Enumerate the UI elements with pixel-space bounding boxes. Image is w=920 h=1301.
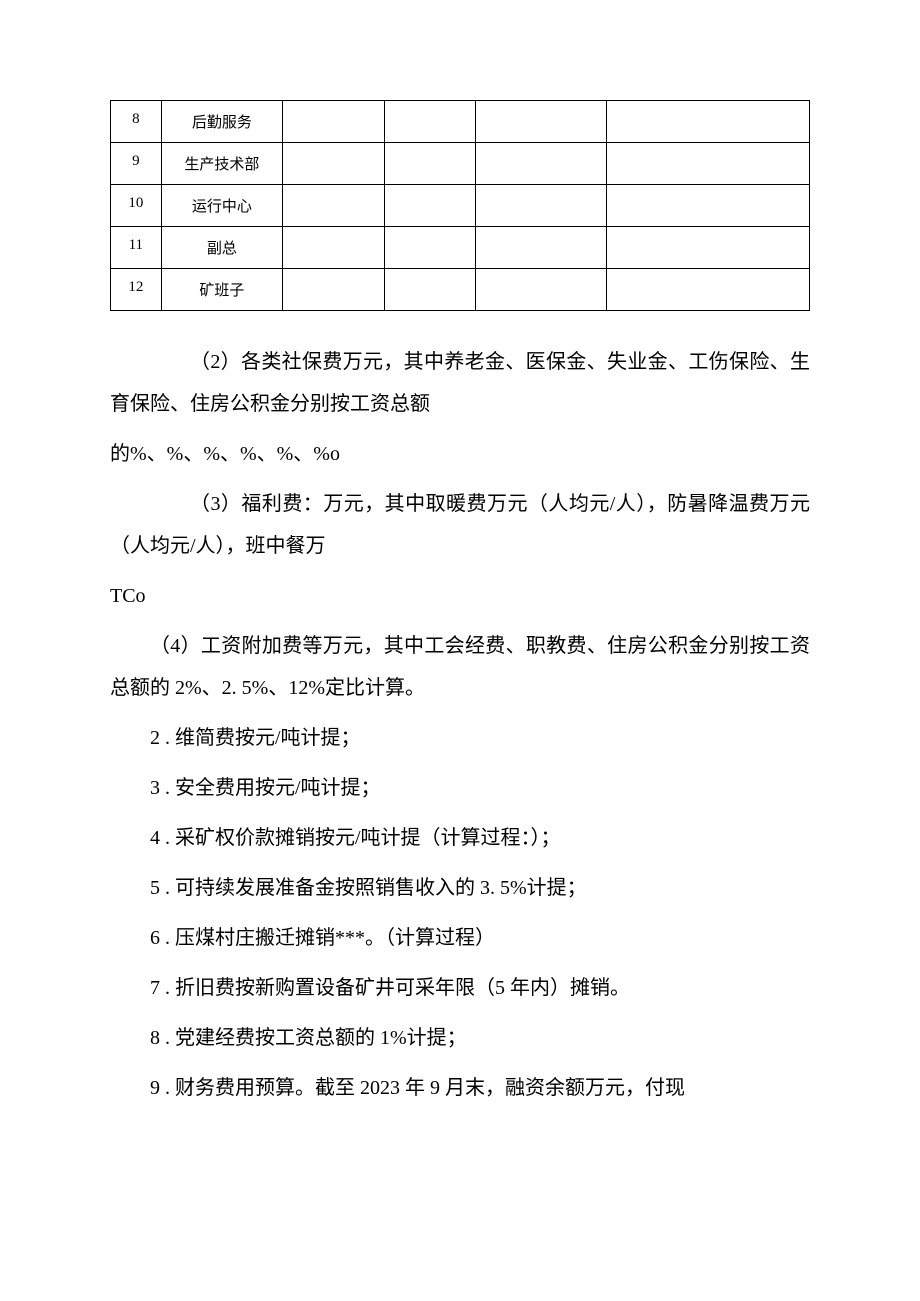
list-item-4: 4 . 采矿权价款摊销按元/吨计提（计算过程：）； [110, 817, 810, 859]
empty-cell [283, 101, 384, 143]
paragraph-2a: （2）各类社保费万元，其中养老金、医保金、失业金、工伤保险、生育保险、住房公积金… [110, 341, 810, 425]
paragraph-3b: TCo [110, 575, 810, 617]
empty-cell [384, 269, 475, 311]
empty-cell [384, 185, 475, 227]
row-idx: 11 [111, 227, 162, 269]
empty-cell [607, 269, 810, 311]
table-row: 10 运行中心 [111, 185, 810, 227]
list-item-8: 8 . 党建经费按工资总额的 1%计提； [110, 1017, 810, 1059]
empty-cell [384, 227, 475, 269]
empty-cell [283, 227, 384, 269]
list-item-7: 7 . 折旧费按新购置设备矿井可采年限（5 年内）摊销。 [110, 967, 810, 1009]
empty-cell [475, 143, 607, 185]
list-item-9: 9 . 财务费用预算。截至 2023 年 9 月末，融资余额万元，付现 [110, 1067, 810, 1109]
row-name: 矿班子 [161, 269, 283, 311]
list-item-3: 3 . 安全费用按元/吨计提； [110, 767, 810, 809]
paragraph-2b: 的%、%、%、%、%、%o [110, 433, 810, 475]
empty-cell [384, 143, 475, 185]
row-name: 后勤服务 [161, 101, 283, 143]
table-row: 12 矿班子 [111, 269, 810, 311]
empty-cell [283, 143, 384, 185]
empty-cell [607, 101, 810, 143]
list-item-2: 2 . 维简费按元/吨计提； [110, 717, 810, 759]
empty-cell [283, 269, 384, 311]
row-idx: 10 [111, 185, 162, 227]
empty-cell [475, 101, 607, 143]
paragraph-4: （4）工资附加费等万元，其中工会经费、职教费、住房公积金分别按工资总额的 2%、… [110, 625, 810, 709]
row-name: 运行中心 [161, 185, 283, 227]
table-row: 11 副总 [111, 227, 810, 269]
list-item-6: 6 . 压煤村庄搬迁摊销***。（计算过程） [110, 917, 810, 959]
document-page: 8 后勤服务 9 生产技术部 10 运行中心 [0, 0, 920, 1177]
table-row: 8 后勤服务 [111, 101, 810, 143]
table-body: 8 后勤服务 9 生产技术部 10 运行中心 [111, 101, 810, 311]
list-item-5: 5 . 可持续发展准备金按照销售收入的 3. 5%计提； [110, 867, 810, 909]
row-idx: 12 [111, 269, 162, 311]
empty-cell [607, 227, 810, 269]
empty-cell [475, 269, 607, 311]
table-row: 9 生产技术部 [111, 143, 810, 185]
empty-cell [607, 143, 810, 185]
empty-cell [283, 185, 384, 227]
empty-cell [607, 185, 810, 227]
empty-cell [475, 185, 607, 227]
row-name: 副总 [161, 227, 283, 269]
empty-cell [384, 101, 475, 143]
empty-cell [475, 227, 607, 269]
row-name: 生产技术部 [161, 143, 283, 185]
paragraph-3a: （3）福利费：万元，其中取暖费万元（人均元/人），防暑降温费万元（人均元/人），… [110, 483, 810, 567]
row-idx: 9 [111, 143, 162, 185]
row-idx: 8 [111, 101, 162, 143]
department-table: 8 后勤服务 9 生产技术部 10 运行中心 [110, 100, 810, 311]
